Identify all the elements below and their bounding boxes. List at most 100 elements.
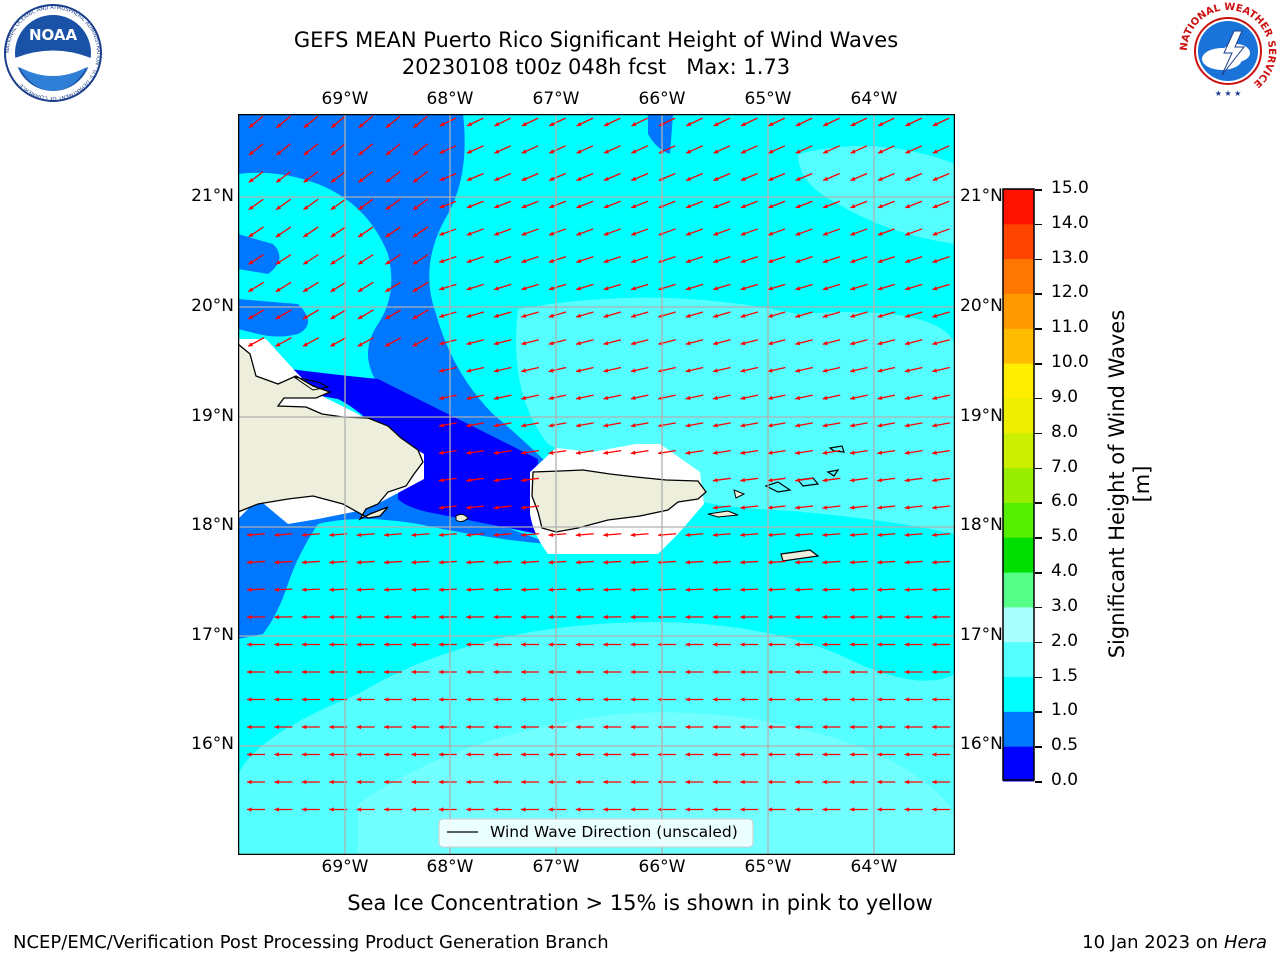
wave-arrow-head (438, 724, 444, 730)
wave-arrow-head (466, 149, 472, 154)
wave-arrow-head (631, 176, 637, 181)
wave-arrow-head (686, 176, 692, 181)
wave-arrow-head (411, 697, 416, 702)
wave-arrow-head (548, 341, 554, 346)
wave-arrow-head (603, 752, 608, 757)
wave-arrow-head (330, 205, 336, 210)
wave-arrow-head (713, 341, 718, 346)
wave-arrow-head (466, 532, 471, 538)
wave-arrow-head (521, 477, 526, 483)
wave-arrow-head (521, 231, 527, 236)
wave-arrow-head (521, 313, 527, 318)
wave-arrow-head (521, 149, 527, 154)
wave-arrow-head (276, 150, 282, 156)
wave-arrow-head (439, 313, 445, 318)
wave-arrow-head (330, 287, 336, 292)
wave-arrow-head (877, 204, 883, 209)
wave-arrow-head (575, 807, 581, 812)
wave-arrow-head (685, 423, 691, 428)
hispaniola-land (238, 343, 424, 521)
wave-arrow-head (521, 724, 526, 730)
wave-arrow-head (493, 395, 499, 401)
wave-arrow-head (822, 532, 828, 538)
wave-arrow-head (603, 341, 609, 346)
wave-arrow-head (303, 232, 309, 238)
wave-arrow-head (795, 341, 801, 346)
wave-arrow-head (548, 669, 553, 675)
wave-arrow-head (603, 614, 608, 620)
colorbar-segment (1003, 711, 1034, 747)
lat-tick-left: 17°N (191, 625, 234, 645)
wave-arrow-head (248, 314, 254, 320)
wave-arrow-head (548, 779, 553, 785)
wave-arrow-head (685, 313, 691, 318)
wave-arrow-head (877, 313, 883, 318)
wave-arrow-head (685, 395, 691, 401)
wave-arrow-head (493, 614, 499, 620)
wave-arrow-head (247, 642, 252, 647)
colorbar-tick-label: 0.5 (1051, 735, 1079, 756)
colorbar-tick-label: 5.0 (1051, 526, 1079, 547)
wave-arrow-head (329, 560, 334, 565)
wave-arrow-head (548, 532, 554, 538)
wave-arrow-head (849, 477, 855, 483)
colorbar (1002, 188, 1035, 782)
wave-arrow-head (356, 642, 362, 647)
wave-arrow-head (877, 669, 882, 675)
map-frame (238, 114, 955, 855)
wave-arrow-head (603, 669, 608, 675)
wave-arrow-head (822, 395, 828, 401)
colorbar-tick-label: 13.0 (1051, 247, 1089, 268)
wave-arrow-head (248, 150, 254, 156)
wave-arrow-head (384, 560, 389, 565)
lon-tick-bottom: 68°W (426, 857, 474, 877)
wave-arrow-head (521, 176, 527, 181)
wave-arrow-head (904, 341, 910, 346)
wave-arrow-head (275, 287, 281, 292)
wave-arrow-head (712, 614, 718, 620)
wave-arrow-head (850, 149, 856, 154)
wave-arrow-head (248, 287, 254, 292)
wave-arrow-head (740, 477, 746, 483)
wave-arrow-head (603, 560, 608, 565)
wave-arrow-head (466, 450, 472, 455)
wave-arrow-head (356, 807, 362, 812)
colorbar-tick-label: 10.0 (1051, 352, 1089, 373)
wave-arrow-head (795, 697, 800, 702)
wave-arrow-head (247, 614, 252, 620)
wave-arrow-head (303, 314, 309, 320)
wave-arrow-head (877, 395, 883, 401)
lat-tick-left: 18°N (191, 515, 234, 535)
wave-arrow-head (904, 752, 910, 757)
wave-arrow-head (740, 587, 745, 592)
wave-arrow-head (466, 505, 471, 510)
nws-logo: NATIONAL WEATHER SERVICE ★ ★ ★ (1179, 2, 1277, 99)
wave-arrow-head (713, 313, 719, 318)
svg-text:★ ★ ★: ★ ★ ★ (1215, 89, 1242, 98)
wave-arrow-head (767, 614, 773, 620)
wave-band-0.5-1-west2 (238, 299, 308, 337)
wave-arrow-head (686, 121, 692, 126)
wave-arrow-head (438, 450, 444, 455)
wave-arrow-head (438, 752, 444, 757)
wave-arrow-head (686, 149, 692, 154)
wave-arrow-head (685, 669, 690, 675)
colorbar-tick-label: 3.0 (1051, 595, 1079, 616)
wave-arrow-head (329, 752, 334, 757)
wave-arrow-head (849, 642, 855, 647)
colorbar-tick (1035, 189, 1042, 191)
wave-arrow-head (877, 724, 882, 730)
wave-arrow-head (630, 532, 636, 538)
wave-arrow-head (411, 752, 416, 757)
wave-arrow-head (274, 560, 280, 565)
colorbar-segment (1003, 293, 1034, 329)
lat-tick-left: 21°N (191, 186, 234, 206)
wave-arrow-head (795, 505, 800, 510)
wave-arrow-head (438, 697, 444, 702)
wave-arrow-head (904, 779, 910, 785)
wave-arrow-head (849, 560, 855, 565)
wave-arrow-head (822, 341, 828, 346)
wave-arrow-head (630, 697, 636, 702)
wave-arrow-head (740, 176, 746, 181)
wave-arrow-head (822, 752, 827, 757)
